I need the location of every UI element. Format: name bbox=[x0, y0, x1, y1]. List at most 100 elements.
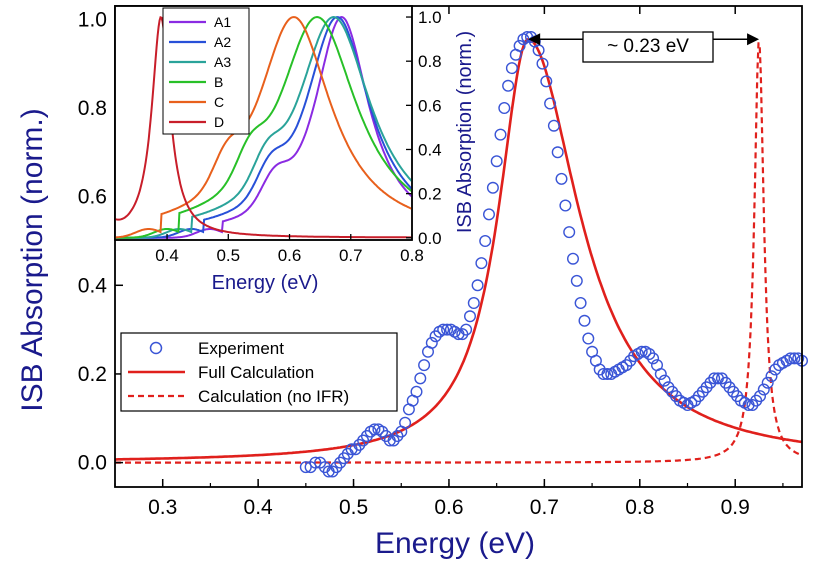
annotation-box bbox=[582, 31, 714, 63]
experiment-point bbox=[788, 352, 801, 365]
main-x-tick-label: 0.3 bbox=[148, 496, 177, 519]
experiment-point bbox=[425, 336, 438, 349]
inset-y-tick-label: 0.0 bbox=[418, 229, 442, 248]
inset-legend-label: D bbox=[214, 114, 224, 130]
experiment-point bbox=[540, 75, 553, 88]
inset-y-axis-title: ISB Absorption (norm.) bbox=[454, 31, 476, 233]
inset-y-tick-label: 0.2 bbox=[418, 185, 442, 204]
experiment-point bbox=[513, 39, 526, 52]
main-y-tick-label: 0.4 bbox=[78, 274, 108, 297]
experiment-point bbox=[498, 101, 511, 114]
experiment-point bbox=[544, 97, 557, 110]
experiment-point bbox=[490, 155, 503, 168]
inset-series-line bbox=[115, 15, 413, 239]
experiment-point bbox=[708, 372, 721, 385]
main-y-tick-label: 0.8 bbox=[78, 97, 107, 120]
experiment-point bbox=[563, 226, 576, 239]
inset-x-tick-label: 0.4 bbox=[155, 246, 179, 265]
inset-x-tick-label: 0.6 bbox=[278, 246, 302, 265]
main-y-axis-title: ISB Absorption (norm.) bbox=[16, 108, 49, 411]
inset-y-tick-label: 1.0 bbox=[418, 8, 442, 27]
inset-legend-label: C bbox=[214, 94, 224, 110]
peak-shift-label: ~ 0.23 eV bbox=[607, 36, 689, 57]
experiment-point bbox=[486, 181, 499, 194]
experiment-point bbox=[479, 234, 492, 247]
experiment-point bbox=[475, 257, 488, 270]
inset-y-tick-label: 0.4 bbox=[418, 140, 442, 159]
main-y-tick-label: 0.0 bbox=[78, 452, 107, 475]
experiment-point bbox=[784, 352, 797, 365]
inset-legend-box bbox=[162, 7, 250, 135]
experiment-point bbox=[658, 374, 671, 387]
main-x-tick-label: 0.8 bbox=[625, 496, 654, 519]
inset-series-line bbox=[115, 15, 413, 239]
experiment-point bbox=[551, 146, 564, 159]
experiment-point bbox=[547, 119, 560, 132]
experiment-point bbox=[502, 79, 515, 92]
experiment-point bbox=[757, 383, 770, 396]
main-x-tick-label: 0.6 bbox=[434, 496, 463, 519]
experiment-point bbox=[567, 252, 580, 265]
inset-y-tick-label: 0.6 bbox=[418, 96, 442, 115]
main-plot-frame bbox=[114, 5, 803, 488]
inset-y-tick-label: 0.8 bbox=[418, 52, 442, 71]
experiment-point bbox=[635, 345, 648, 358]
experiment-point bbox=[570, 274, 583, 287]
main-x-tick-label: 0.9 bbox=[721, 496, 750, 519]
experiment-point bbox=[555, 172, 568, 185]
experiment-point bbox=[441, 323, 454, 336]
experiment-point bbox=[418, 359, 431, 372]
inset-frame bbox=[114, 5, 413, 241]
inset-series-line bbox=[114, 16, 413, 239]
experiment-point bbox=[471, 279, 484, 292]
experiment-point bbox=[309, 456, 322, 469]
experiment-point bbox=[368, 423, 381, 436]
experiment-point bbox=[601, 368, 614, 381]
experiment-point bbox=[399, 416, 412, 429]
experiment-point bbox=[761, 376, 774, 389]
inset-legend-label: A2 bbox=[214, 34, 231, 50]
experiment-point bbox=[559, 199, 572, 212]
inset-plot: 0.4 0.5 0.6 0.7 0.80.00.20.40.60.81.0A1A2A3B… bbox=[114, 5, 442, 265]
peak-shift-annotation: ~ 0.23 eV bbox=[528, 31, 760, 63]
legend-full-calc-label: Full Calculation bbox=[198, 363, 314, 382]
experiment-point bbox=[299, 461, 312, 474]
experiment-point bbox=[467, 297, 480, 310]
legend-experiment-label: Experiment bbox=[198, 339, 284, 358]
experiment-point bbox=[483, 208, 496, 221]
experiment-point bbox=[536, 57, 549, 70]
annotation-arrow-head-left bbox=[528, 33, 541, 46]
annotation-arrow-head-right bbox=[747, 33, 760, 46]
inset-legend-label: B bbox=[214, 74, 223, 90]
experiment-point bbox=[597, 368, 610, 381]
experiment-point bbox=[647, 352, 660, 365]
inset-x-tick-label: 0.5 bbox=[216, 246, 240, 265]
experiment-point bbox=[574, 297, 587, 310]
experiment-point bbox=[505, 62, 518, 75]
experiment-point bbox=[578, 314, 591, 327]
main-y-tick-label: 0.2 bbox=[78, 363, 107, 386]
inset-legend-label: A3 bbox=[214, 54, 231, 70]
main-x-tick-label: 0.4 bbox=[244, 496, 274, 519]
experiment-point bbox=[532, 44, 545, 57]
experiment-point bbox=[410, 385, 423, 398]
experiment-point bbox=[754, 390, 767, 403]
inset-x-axis-title: Energy (eV) bbox=[212, 272, 319, 294]
main-x-axis-title: Energy (eV) bbox=[375, 527, 535, 560]
main-x-tick-label: 0.7 bbox=[530, 496, 559, 519]
experiment-point bbox=[448, 325, 461, 338]
experiment-point bbox=[464, 310, 477, 323]
inset-x-tick-label: 0.7 bbox=[339, 246, 363, 265]
no-ifr-calculation-line bbox=[115, 42, 803, 464]
experiment-point bbox=[460, 323, 473, 336]
experiment-point bbox=[765, 370, 778, 383]
legend-experiment-marker bbox=[149, 341, 163, 355]
legend-no-ifr-label: Calculation (no IFR) bbox=[198, 387, 349, 406]
main-y-tick-label: 1.0 bbox=[78, 8, 107, 31]
experiment-point bbox=[437, 323, 450, 336]
experiment-point bbox=[494, 128, 507, 141]
legend-main: Experiment Full Calculation Calculation (n… bbox=[120, 332, 398, 412]
main-x-tick-label: 0.5 bbox=[339, 496, 368, 519]
